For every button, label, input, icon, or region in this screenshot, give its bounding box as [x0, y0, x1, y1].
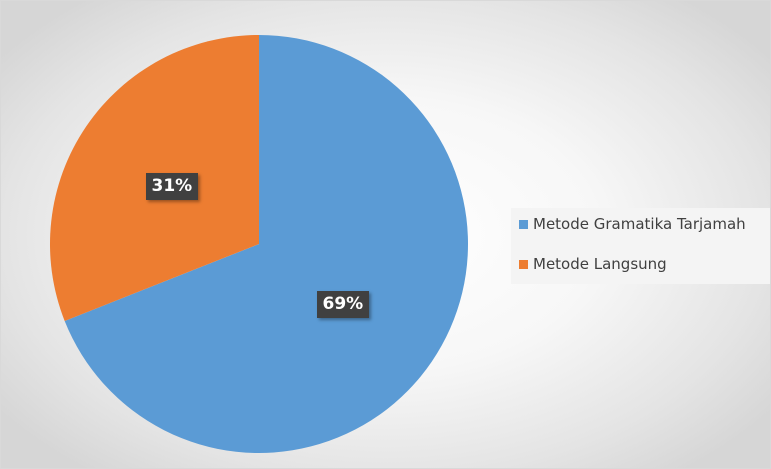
legend: Metode Gramatika Tarjamah Metode Langsun… [511, 208, 770, 284]
legend-swatch-series-2 [519, 260, 528, 269]
data-label-slice-1: 69% [316, 290, 370, 318]
pie-slices [49, 35, 468, 453]
data-label-slice-2: 31% [145, 172, 199, 200]
legend-item-series-2: Metode Langsung [519, 254, 667, 274]
legend-label-series-2: Metode Langsung [533, 255, 667, 273]
legend-item-series-1: Metode Gramatika Tarjamah [519, 214, 746, 234]
legend-label-series-1: Metode Gramatika Tarjamah [533, 215, 746, 233]
pie-slice-1 [64, 35, 468, 453]
legend-swatch-series-1 [519, 220, 528, 229]
